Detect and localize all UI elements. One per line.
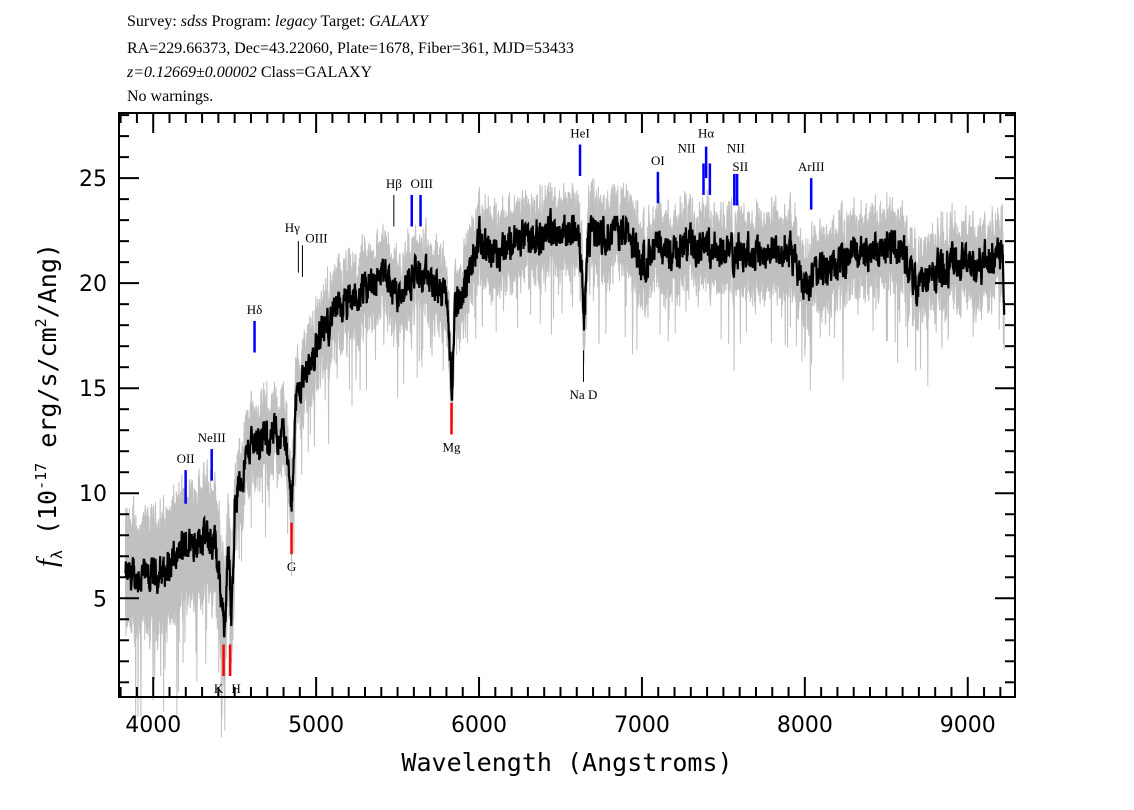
line-marker-label: OIII	[411, 176, 433, 191]
target-label: Target:	[320, 13, 366, 30]
program-value: legacy	[275, 13, 317, 30]
line-marker-label: ArIII	[798, 159, 825, 174]
x-tick-label: 5000	[288, 713, 344, 738]
line-marker-label: NeIII	[198, 430, 226, 445]
header-coordinates: RA=229.66373, Dec=43.22060, Plate=1678, …	[127, 40, 574, 57]
x-tick-label: 7000	[614, 713, 670, 738]
target-value: GALAXY	[369, 13, 428, 30]
line-marker-label: HeI	[570, 126, 590, 141]
line-marker-label: Hα	[698, 126, 714, 141]
y-tick-label: 5	[93, 587, 107, 612]
header-line-survey: Survey: sdss Program: legacy Target: GAL…	[127, 12, 428, 32]
flux-line	[124, 208, 1006, 638]
plot-frame	[118, 112, 1016, 698]
x-axis-title: Wavelength (Angstroms)	[401, 748, 732, 777]
header-redshift-line: z=0.12669±0.00002 Class=GALAXY	[127, 63, 372, 83]
redshift-value: z=0.12669±0.00002	[127, 64, 257, 81]
line-marker-label: H	[231, 681, 240, 696]
x-tick-label: 6000	[451, 713, 507, 738]
flux-layer	[124, 208, 1006, 638]
line-marker-label: Mg	[442, 439, 461, 454]
line-marker-label: OIII	[305, 230, 327, 245]
y-tick-label: 25	[79, 167, 107, 192]
line-marker-label: G	[287, 559, 296, 574]
line-marker-label: Hδ	[247, 302, 263, 317]
y-tick-label: 15	[79, 377, 107, 402]
x-tick-label: 8000	[777, 713, 833, 738]
line-markers-layer: OIINeIIIHδGKHHγOIIIHβOIIIMgNa DHeIOINIIH…	[177, 126, 825, 696]
line-marker-label: SII	[732, 159, 748, 174]
line-marker-label: Hγ	[285, 220, 300, 235]
program-label: Program:	[211, 13, 272, 30]
class-value: Class=GALAXY	[260, 64, 373, 81]
survey-value: sdss	[180, 13, 208, 30]
line-marker-label: Na D	[570, 387, 598, 402]
survey-label: Survey:	[127, 13, 177, 30]
error-band-layer	[125, 178, 1005, 738]
line-marker-label: NII	[677, 140, 695, 155]
header-warnings: No warnings.	[127, 88, 214, 105]
y-tick-label: 20	[79, 272, 107, 297]
line-marker-label: Hβ	[386, 176, 402, 191]
line-marker-label: OI	[651, 153, 665, 168]
x-tick-label: 9000	[940, 713, 996, 738]
axes-layer: 4000 5000 6000 7000 8000 9000 5 10 15 20 25	[79, 112, 1016, 738]
y-axis-title: fλ (10-17 erg/s/cm2/Ang)	[32, 243, 66, 567]
line-marker-label: NII	[727, 140, 745, 155]
y-tick-label: 10	[79, 482, 107, 507]
line-marker-label: OII	[177, 451, 195, 466]
error-band	[125, 178, 1005, 738]
x-tick-label: 4000	[125, 713, 181, 738]
